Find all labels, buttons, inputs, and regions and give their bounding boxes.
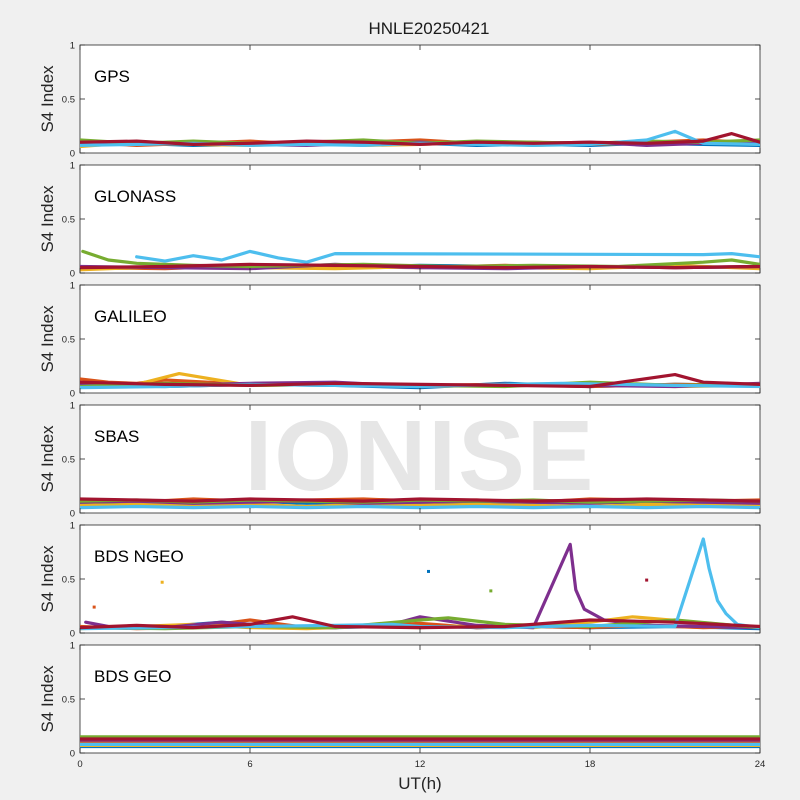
y-tick-label: 0.5 [62,695,75,706]
y-tick-label: 1 [70,401,75,412]
x-tick-label: 24 [755,759,766,770]
y-axis-label: S4 Index [38,545,57,613]
y-tick-label: 0.5 [62,335,75,346]
data-points [80,129,760,149]
satellite-series-7 [80,132,760,146]
y-axis-label: S4 Index [38,65,57,133]
y-axis-label: S4 Index [38,425,57,493]
outlier-point [92,605,96,609]
plot-area [79,644,761,754]
x-tick-label: 6 [247,759,252,770]
satellite-series-7 [80,262,760,270]
data-points [80,372,760,390]
y-tick-label: 0 [70,269,75,280]
data-points [80,249,760,272]
y-axis-label: S4 Index [38,185,57,253]
y-tick-label: 0 [70,389,75,400]
panel-gps: 0 0.5 1 S4 Index GPS [38,41,761,160]
constellation-label: GPS [94,67,130,86]
satellite-series-7 [80,497,760,503]
satellite-series-6 [80,504,760,510]
y-tick-label: 0 [70,629,75,640]
panel-bds-geo: 0 0.5 1 S4 Index BDS GEO [38,641,761,760]
panel-galileo: 0 0.5 1 S4 Index GALILEO [38,281,761,400]
data-points [80,497,760,510]
y-tick-label: 0 [70,749,75,760]
outlier-point [645,578,649,582]
constellation-label: GALILEO [94,307,167,326]
y-tick-label: 0 [70,509,75,520]
y-tick-label: 0 [70,149,75,160]
figure-title: HNLE20250421 [369,19,490,38]
satellite-series-4 [84,542,760,630]
y-axis-label: S4 Index [38,665,57,733]
data-points [80,537,760,631]
data-points [80,735,760,749]
outlier-point [489,589,493,593]
y-tick-label: 0.5 [62,95,75,106]
constellation-label: BDS NGEO [94,547,184,566]
outlier-point [427,569,430,573]
constellation-label: SBAS [94,427,139,446]
panels-group: 0 0.5 1 S4 Index GPS 0 0.5 1 S4 Index GLONASS 0 0.5… [38,41,761,760]
plot-area [79,404,761,514]
satellite-series-7 [80,615,760,630]
y-tick-label: 0.5 [62,455,75,466]
x-axis-label: UT(h) [398,774,441,793]
constellation-label: GLONASS [94,187,176,206]
x-tick-labels: 0 6 12 18 24 [77,759,765,770]
satellite-series-6 [135,249,760,264]
plot-area [79,44,761,154]
satellite-series-6 [80,537,760,631]
y-tick-label: 0.5 [62,215,75,226]
constellation-label: BDS GEO [94,667,171,686]
y-tick-label: 1 [70,281,75,292]
panel-glonass: 0 0.5 1 S4 Index GLONASS [38,161,761,280]
y-tick-label: 1 [70,521,75,532]
outlier-point [160,580,164,584]
x-tick-label: 0 [77,759,82,770]
y-axis-label: S4 Index [38,305,57,373]
x-tick-label: 18 [585,759,596,770]
y-tick-label: 1 [70,161,75,172]
x-tick-label: 12 [415,759,426,770]
y-tick-label: 1 [70,641,75,652]
y-tick-label: 0.5 [62,575,75,586]
watermark: IONISE [245,400,596,512]
satellite-series-7 [80,373,760,389]
satellite-series-3 [80,502,760,509]
panel-sbas: 0 0.5 1 S4 Index SBAS [38,401,761,520]
panel-bds-ngeo: 0 0.5 1 S4 Index BDS NGEO [38,521,761,640]
y-tick-label: 1 [70,41,75,52]
